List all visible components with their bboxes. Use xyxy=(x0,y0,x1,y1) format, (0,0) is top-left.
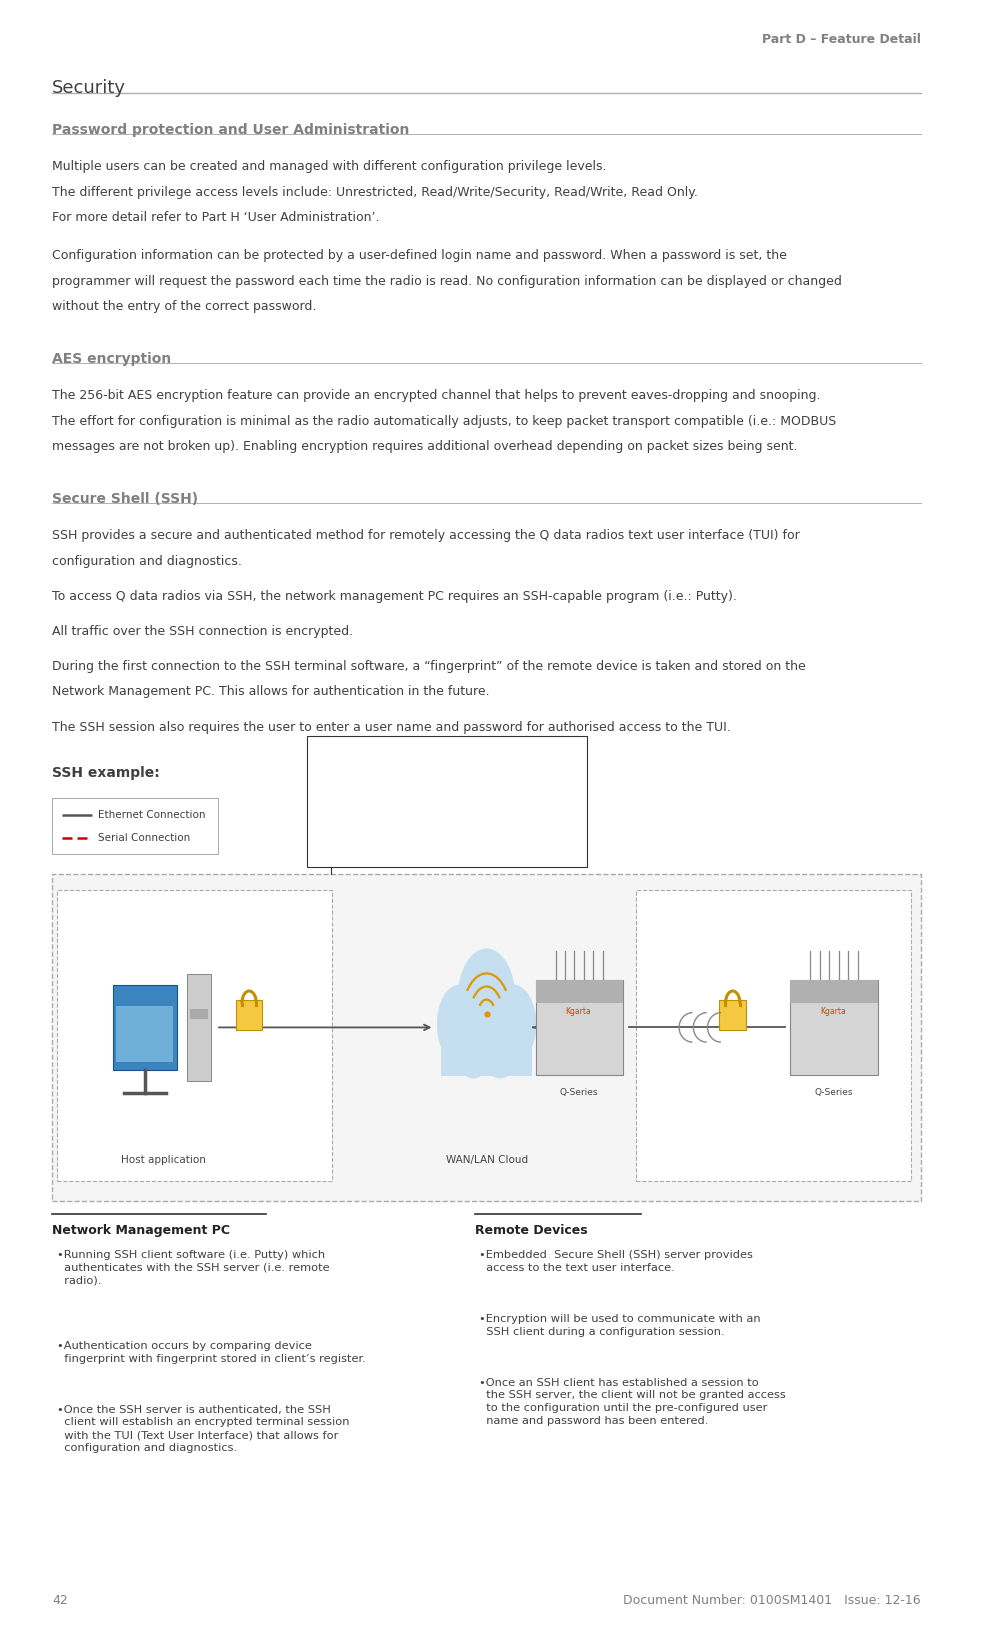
Text: Network Management PC. This allows for authentication in the future.: Network Management PC. This allows for a… xyxy=(52,685,489,699)
Bar xyxy=(190,1009,209,1019)
Text: •Once the SSH server is authenticated, the SSH
  client will establish an encryp: •Once the SSH server is authenticated, t… xyxy=(57,1404,349,1453)
Text: • All traffic between the client and TUI is
  encrypted.: • All traffic between the client and TUI… xyxy=(312,825,534,847)
Text: Ethernet Connection: Ethernet Connection xyxy=(97,810,205,820)
Bar xyxy=(789,980,877,1075)
Bar xyxy=(57,890,332,1181)
Circle shape xyxy=(453,1009,492,1078)
Bar xyxy=(719,1000,745,1029)
Text: •Embedded  Secure Shell (SSH) server provides
  access to the text user interfac: •Embedded Secure Shell (SSH) server prov… xyxy=(479,1250,752,1273)
Text: Serial Connection: Serial Connection xyxy=(97,833,190,843)
Text: • SSH will help to prevent “man in the
  middle” attacks over Insecure networks.: • SSH will help to prevent “man in the m… xyxy=(312,775,540,798)
Circle shape xyxy=(479,1009,520,1078)
Text: •Authentication occurs by comparing device
  fingerprint with fingerprint stored: •Authentication occurs by comparing devi… xyxy=(57,1340,365,1363)
Text: AES encryption: AES encryption xyxy=(52,352,172,366)
Text: Unsecured Network: Unsecured Network xyxy=(314,746,445,759)
Text: The different privilege access levels include: Unrestricted, Read/Write/Security: The different privilege access levels in… xyxy=(52,187,697,198)
Text: Multiple users can be created and managed with different configuration privilege: Multiple users can be created and manage… xyxy=(52,160,606,173)
Text: •Once an SSH client has established a session to
  the SSH server, the client wi: •Once an SSH client has established a se… xyxy=(479,1378,785,1427)
Bar xyxy=(112,985,177,1070)
Text: SSH provides a secure and authenticated method for remotely accessing the Q data: SSH provides a secure and authenticated … xyxy=(52,528,799,542)
Text: Password protection and User Administration: Password protection and User Administrat… xyxy=(52,123,409,137)
Text: programmer will request the password each time the radio is read. No configurati: programmer will request the password eac… xyxy=(52,275,842,288)
Text: Kgarta: Kgarta xyxy=(565,1006,590,1016)
Text: without the entry of the correct password.: without the entry of the correct passwor… xyxy=(52,301,316,312)
Text: The effort for configuration is minimal as the radio automatically adjusts, to k: The effort for configuration is minimal … xyxy=(52,414,835,427)
Text: WAN/LAN Cloud: WAN/LAN Cloud xyxy=(445,1155,528,1165)
Text: Security: Security xyxy=(52,79,126,97)
Text: 42: 42 xyxy=(52,1593,68,1607)
Bar xyxy=(116,1006,174,1062)
Bar xyxy=(789,980,877,1003)
Circle shape xyxy=(436,985,482,1063)
Bar xyxy=(52,874,920,1201)
Bar xyxy=(535,980,622,1075)
Bar xyxy=(307,736,587,867)
Text: All traffic over the SSH connection is encrypted.: All traffic over the SSH connection is e… xyxy=(52,625,353,638)
Text: Q-Series: Q-Series xyxy=(814,1088,853,1098)
Text: Configuration information can be protected by a user-defined login name and pass: Configuration information can be protect… xyxy=(52,249,786,262)
Bar xyxy=(535,980,622,1003)
Text: SSH example:: SSH example: xyxy=(52,766,159,780)
Text: Part D – Feature Detail: Part D – Feature Detail xyxy=(761,33,920,46)
Text: Secure Shell (SSH): Secure Shell (SSH) xyxy=(52,491,199,506)
Text: Document Number: 0100SM1401   Issue: 12-16: Document Number: 0100SM1401 Issue: 12-16 xyxy=(623,1593,920,1607)
Text: Remote Devices: Remote Devices xyxy=(474,1224,587,1237)
Circle shape xyxy=(489,985,536,1063)
Bar xyxy=(636,890,911,1181)
Text: •Running SSH client software (i.e. Putty) which
  authenticates with the SSH ser: •Running SSH client software (i.e. Putty… xyxy=(57,1250,329,1286)
Text: The SSH session also requires the user to enter a user name and password for aut: The SSH session also requires the user t… xyxy=(52,720,730,733)
Bar xyxy=(440,1027,532,1076)
Text: For more detail refer to Part H ‘User Administration’.: For more detail refer to Part H ‘User Ad… xyxy=(52,211,379,224)
Bar xyxy=(52,798,218,854)
Text: Q-Series: Q-Series xyxy=(560,1088,598,1098)
Bar xyxy=(187,973,212,1080)
Text: During the first connection to the SSH terminal software, a “fingerprint” of the: During the first connection to the SSH t… xyxy=(52,659,805,672)
Text: Kgarta: Kgarta xyxy=(819,1006,845,1016)
Circle shape xyxy=(457,949,515,1047)
Text: messages are not broken up). Enabling encryption requires additional overhead de: messages are not broken up). Enabling en… xyxy=(52,440,797,453)
Bar xyxy=(236,1000,262,1029)
Text: To access Q data radios via SSH, the network management PC requires an SSH-capab: To access Q data radios via SSH, the net… xyxy=(52,589,736,602)
Text: •Encryption will be used to communicate with an
  SSH client during a configurat: •Encryption will be used to communicate … xyxy=(479,1314,760,1337)
Text: The 256-bit AES encryption feature can provide an encrypted channel that helps t: The 256-bit AES encryption feature can p… xyxy=(52,389,819,402)
Text: Host application: Host application xyxy=(121,1155,206,1165)
Text: configuration and diagnostics.: configuration and diagnostics. xyxy=(52,555,242,568)
Text: Network Management PC: Network Management PC xyxy=(52,1224,230,1237)
